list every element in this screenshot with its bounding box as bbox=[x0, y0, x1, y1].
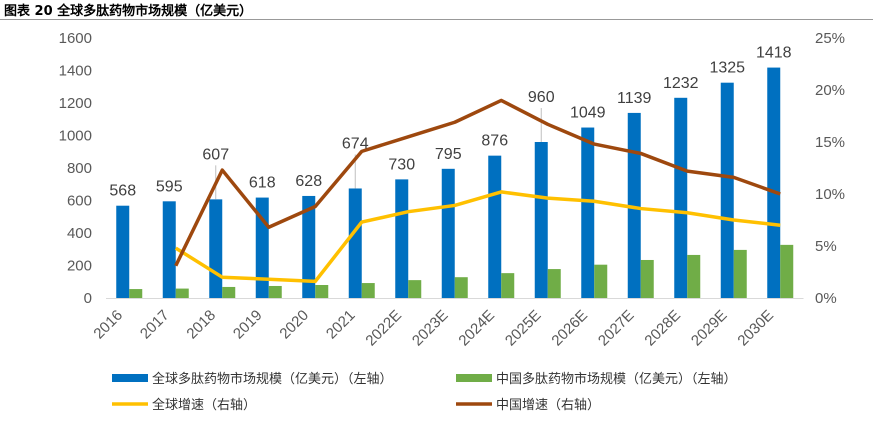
data-label: 628 bbox=[295, 173, 322, 190]
legend-swatch bbox=[456, 374, 492, 382]
left-axis-tick-label: 1200 bbox=[59, 95, 92, 112]
legend-label: 中国增速（右轴） bbox=[496, 398, 600, 413]
left-axis-tick-label: 0 bbox=[84, 290, 92, 307]
bar-china bbox=[361, 283, 375, 298]
x-axis-tick-label: 2026E bbox=[548, 307, 591, 350]
bar-global bbox=[441, 168, 455, 298]
right-axis-tick-label: 15% bbox=[815, 134, 845, 151]
legend-swatch bbox=[112, 374, 148, 382]
bar-global bbox=[534, 142, 548, 298]
bar-china bbox=[501, 273, 515, 298]
data-label: 618 bbox=[249, 175, 276, 192]
legend-label: 全球增速（右轴） bbox=[152, 397, 256, 413]
bar-global bbox=[581, 127, 595, 298]
left-axis-tick-label: 600 bbox=[67, 193, 92, 210]
bar-china bbox=[268, 285, 282, 298]
bar-china bbox=[594, 264, 608, 298]
bar-china bbox=[547, 269, 561, 298]
bar-global bbox=[720, 82, 734, 298]
bar-global bbox=[209, 199, 223, 298]
x-axis-tick-label: 2023E bbox=[409, 307, 452, 350]
x-axis-tick-label: 2018 bbox=[183, 307, 219, 343]
bar-global bbox=[116, 205, 130, 298]
data-label: 960 bbox=[528, 89, 555, 106]
title-divider bbox=[0, 19, 873, 20]
x-axis-tick-label: 2025E bbox=[502, 307, 545, 350]
x-axis-tick-label: 2016 bbox=[90, 307, 126, 343]
bar-china bbox=[408, 280, 422, 298]
left-axis-tick-label: 1600 bbox=[59, 30, 92, 47]
x-axis-tick-label: 2017 bbox=[137, 307, 173, 343]
x-axis-tick-label: 2020 bbox=[276, 307, 312, 343]
data-label: 595 bbox=[156, 178, 183, 195]
right-axis-tick-label: 5% bbox=[815, 238, 837, 255]
line-china-growth bbox=[174, 98, 781, 267]
left-axis-tick-label: 1400 bbox=[59, 63, 92, 80]
bar-global bbox=[627, 112, 641, 298]
left-axis-tick-label: 800 bbox=[67, 160, 92, 177]
legend-label: 全球多肽药物市场规模（亿美元）（左轴） bbox=[152, 371, 393, 387]
x-axis-tick-label: 2022E bbox=[362, 307, 405, 350]
data-label: 568 bbox=[109, 183, 136, 200]
data-label: 1232 bbox=[663, 75, 699, 92]
data-label: 1325 bbox=[709, 60, 745, 77]
data-label: 674 bbox=[342, 135, 369, 152]
bar-china bbox=[780, 244, 794, 298]
x-axis-tick-label: 2030E bbox=[734, 307, 777, 350]
x-axis-tick-label: 2021 bbox=[323, 307, 359, 343]
data-label: 730 bbox=[388, 156, 415, 173]
data-label: 1049 bbox=[570, 105, 606, 122]
data-label: 607 bbox=[202, 146, 229, 163]
bar-china bbox=[687, 254, 701, 298]
left-axis-tick-label: 200 bbox=[67, 258, 92, 275]
data-label: 876 bbox=[481, 133, 508, 150]
right-axis-tick-label: 0% bbox=[815, 290, 837, 307]
x-axis-tick-label: 2027E bbox=[595, 307, 638, 350]
data-label: 1418 bbox=[756, 45, 792, 62]
bar-china bbox=[129, 289, 143, 298]
bar-china bbox=[640, 259, 654, 298]
legend-label: 中国多肽药物市场规模（亿美元）（左轴） bbox=[496, 371, 737, 387]
data-label: 795 bbox=[435, 146, 462, 163]
bar-global bbox=[674, 97, 688, 298]
bar-china bbox=[733, 249, 747, 298]
bar-global bbox=[488, 155, 502, 298]
bar-china bbox=[454, 277, 468, 298]
right-axis-tick-label: 10% bbox=[815, 186, 845, 203]
bar-global bbox=[395, 179, 409, 298]
bar-global bbox=[348, 188, 362, 298]
left-axis-tick-label: 400 bbox=[67, 225, 92, 242]
bar-global bbox=[162, 201, 176, 298]
left-axis-tick-label: 1000 bbox=[59, 128, 92, 145]
bar-china bbox=[175, 288, 189, 298]
x-axis-tick-label: 2029E bbox=[688, 307, 731, 350]
bar-china bbox=[222, 286, 236, 298]
x-axis-tick-label: 2019 bbox=[230, 307, 266, 343]
bar-global bbox=[302, 195, 316, 298]
line-global-growth bbox=[174, 190, 781, 284]
right-axis-tick-label: 20% bbox=[815, 82, 845, 99]
bar-global bbox=[767, 67, 781, 298]
bar-china bbox=[315, 285, 329, 298]
x-axis-tick-label: 2028E bbox=[641, 307, 684, 350]
data-label: 1139 bbox=[617, 90, 652, 107]
figure-title: 图表 20 全球多肽药物市场规模（亿美元） bbox=[4, 4, 253, 19]
right-axis-tick-label: 25% bbox=[815, 30, 845, 47]
x-axis-tick-label: 2024E bbox=[455, 307, 498, 350]
